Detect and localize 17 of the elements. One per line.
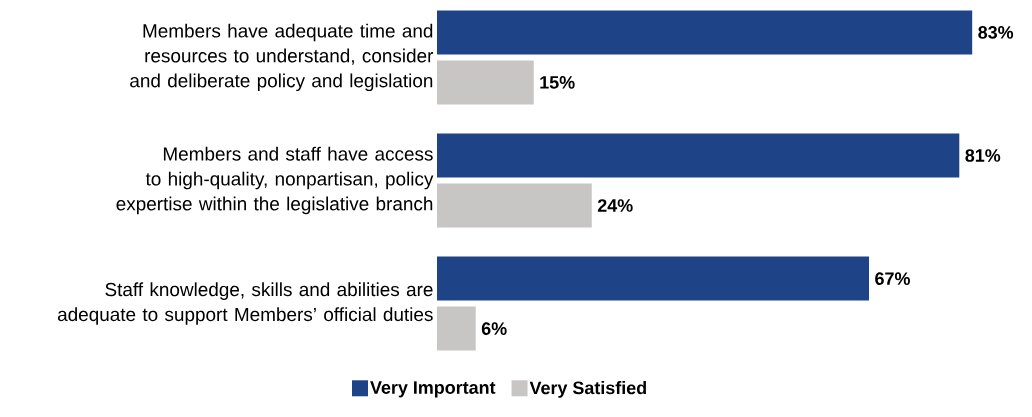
bar: [437, 256, 870, 301]
bar: [437, 133, 960, 178]
y-tick-label: Members have adequate time and resources to understand, consider and deliberate policy and legislation: [130, 23, 434, 92]
y-tick-label: Staff knowledge, skills and abilities are adequate to support Members’ official duties: [57, 282, 433, 325]
data-label: 15%: [540, 76, 575, 89]
bar: [437, 10, 973, 55]
data-label: 6%: [481, 322, 507, 335]
legend-label: Very Important: [370, 381, 496, 398]
bar: [437, 306, 476, 351]
data-label: 24%: [597, 199, 633, 212]
data-label: 83%: [978, 26, 1014, 39]
y-tick-label: Members and staff have access to high-quality, nonpartisan, policy expertise within the legislative branch: [116, 146, 434, 215]
bar: [437, 60, 534, 105]
bar: [437, 183, 592, 228]
legend-label: Very Satisfied: [529, 381, 646, 398]
data-label: 81%: [965, 149, 1001, 162]
data-label: 67%: [875, 272, 910, 285]
